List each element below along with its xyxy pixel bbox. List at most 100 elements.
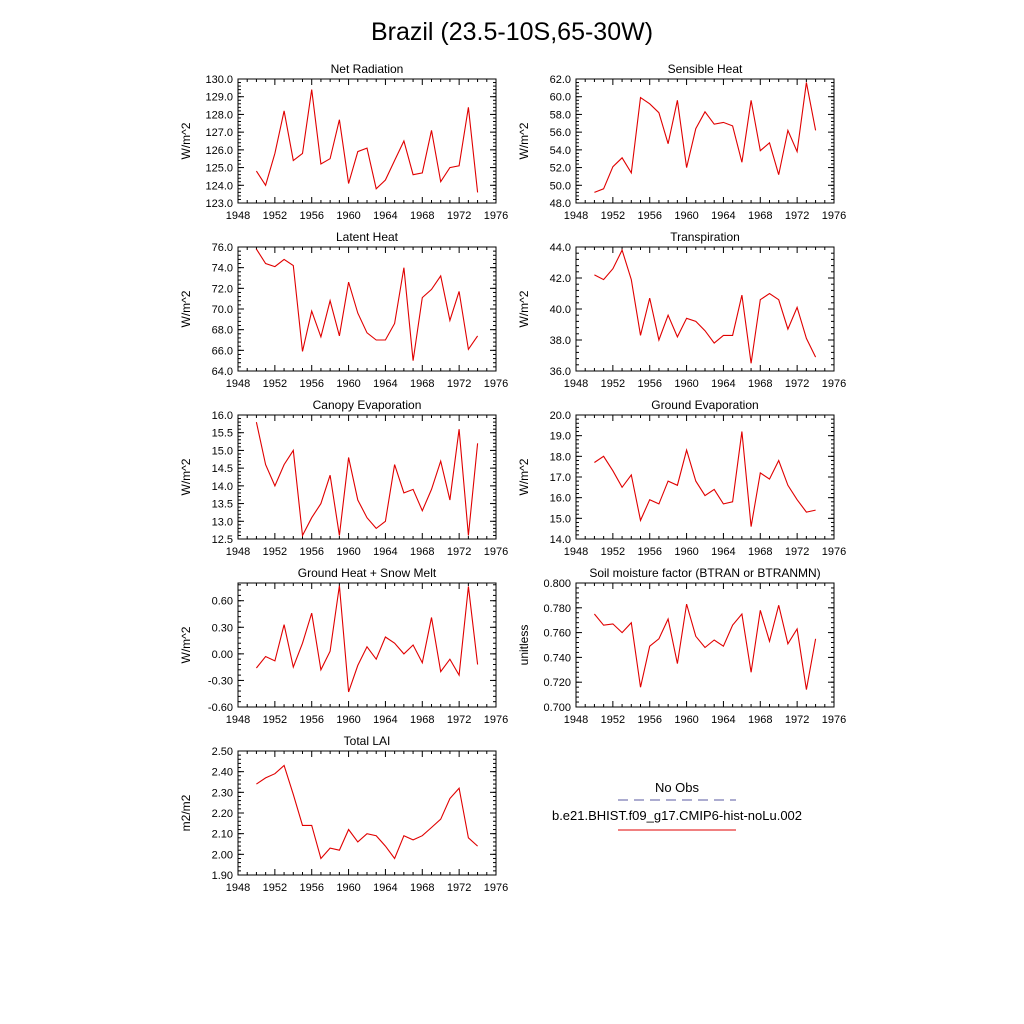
chart-sensible-heat-ytick-label: 50.0 bbox=[550, 180, 571, 192]
chart-net-radiation-ylabel: W/m^2 bbox=[179, 122, 193, 159]
chart-latent-heat-xtick-label: 1952 bbox=[263, 378, 287, 390]
chart-net-radiation-title: Net Radiation bbox=[331, 62, 404, 76]
chart-total-lai-title: Total LAI bbox=[344, 734, 391, 748]
chart-ground-heat-snow-melt-xtick-label: 1964 bbox=[373, 714, 397, 726]
chart-transpiration-series-line bbox=[594, 248, 817, 364]
chart-sensible-heat-xtick-label: 1976 bbox=[822, 210, 846, 222]
chart-latent-heat-xtick-label: 1956 bbox=[299, 378, 323, 390]
chart-transpiration-xtick-label: 1972 bbox=[785, 378, 809, 390]
chart-canopy-evaporation-ytick-label: 14.0 bbox=[212, 481, 233, 493]
chart-ground-evaporation: Ground Evaporation W/m^2 1948 1952 1956 1960 1… bbox=[517, 398, 846, 558]
chart-latent-heat-xtick-label: 1968 bbox=[410, 378, 434, 390]
chart-latent-heat-ytick-label: 70.0 bbox=[212, 304, 233, 316]
chart-transpiration-ytick-label: 42.0 bbox=[550, 273, 571, 285]
chart-soil-moisture-factor-btran-or-btranmn-ytick-label: 0.720 bbox=[543, 677, 571, 689]
chart-total-lai-ytick-label: 1.90 bbox=[212, 870, 233, 882]
chart-latent-heat-xtick-label: 1960 bbox=[336, 378, 360, 390]
chart-transpiration-ytick-label: 44.0 bbox=[550, 242, 571, 254]
chart-canopy-evaporation-ytick-label: 13.5 bbox=[212, 499, 233, 511]
chart-soil-moisture-factor-btran-or-btranmn-ylabel: unitless bbox=[517, 625, 531, 666]
chart-canopy-evaporation-title: Canopy Evaporation bbox=[313, 398, 422, 412]
chart-latent-heat-ytick-label: 72.0 bbox=[212, 283, 233, 295]
chart-ground-evaporation-xtick-label: 1952 bbox=[601, 546, 625, 558]
chart-total-lai-xtick-label: 1968 bbox=[410, 882, 434, 894]
chart-sensible-heat-xtick-label: 1960 bbox=[674, 210, 698, 222]
chart-ground-evaporation-xtick-label: 1948 bbox=[564, 546, 588, 558]
chart-soil-moisture-factor-btran-or-btranmn-xtick-label: 1960 bbox=[674, 714, 698, 726]
chart-canopy-evaporation-xtick-label: 1972 bbox=[447, 546, 471, 558]
chart-ground-heat-snow-melt-xtick-label: 1976 bbox=[484, 714, 508, 726]
chart-latent-heat-ytick-label: 64.0 bbox=[212, 366, 233, 378]
chart-ground-heat-snow-melt-xtick-label: 1948 bbox=[226, 714, 250, 726]
chart-ground-heat-snow-melt-xtick-label: 1956 bbox=[299, 714, 323, 726]
chart-canopy-evaporation-xtick-label: 1960 bbox=[336, 546, 360, 558]
chart-ground-heat-snow-melt-ylabel: W/m^2 bbox=[179, 626, 193, 663]
chart-transpiration: Transpiration W/m^2 1948 1952 1956 1960 1964 19… bbox=[517, 230, 846, 390]
chart-canopy-evaporation-xtick-label: 1948 bbox=[226, 546, 250, 558]
chart-soil-moisture-factor-btran-or-btranmn-ytick-label: 0.800 bbox=[543, 578, 571, 590]
chart-net-radiation-ytick-label: 127.0 bbox=[205, 127, 233, 139]
chart-sensible-heat-ytick-label: 48.0 bbox=[550, 198, 571, 210]
chart-transpiration-xtick-label: 1956 bbox=[637, 378, 661, 390]
chart-net-radiation-xtick-label: 1968 bbox=[410, 210, 434, 222]
chart-ground-evaporation-ytick-label: 19.0 bbox=[550, 431, 571, 443]
chart-transpiration-xtick-label: 1948 bbox=[564, 378, 588, 390]
chart-net-radiation: Net Radiation W/m^2 1948 1952 1956 1960 1964 19… bbox=[179, 62, 508, 222]
chart-ground-evaporation-ytick-label: 15.0 bbox=[550, 513, 571, 525]
chart-net-radiation-ytick-label: 126.0 bbox=[205, 145, 233, 157]
chart-sensible-heat-ytick-label: 56.0 bbox=[550, 127, 571, 139]
chart-canopy-evaporation-xtick-label: 1964 bbox=[373, 546, 397, 558]
chart-transpiration-xtick-label: 1952 bbox=[601, 378, 625, 390]
chart-transpiration-xtick-label: 1964 bbox=[711, 378, 735, 390]
chart-ground-evaporation-xtick-label: 1956 bbox=[637, 546, 661, 558]
chart-latent-heat-ytick-label: 68.0 bbox=[212, 325, 233, 337]
chart-soil-moisture-factor-btran-or-btranmn-title: Soil moisture factor (BTRAN or BTRANMN) bbox=[589, 566, 820, 580]
chart-sensible-heat-xtick-label: 1948 bbox=[564, 210, 588, 222]
chart-sensible-heat: Sensible Heat W/m^2 1948 1952 1956 1960 1964 19… bbox=[517, 62, 846, 222]
chart-total-lai-ytick-label: 2.30 bbox=[212, 787, 233, 799]
legend-obs-label: No Obs bbox=[655, 780, 700, 795]
chart-sensible-heat-ytick-label: 58.0 bbox=[550, 109, 571, 121]
chart-net-radiation-series-line bbox=[255, 89, 479, 193]
chart-canopy-evaporation-frame bbox=[237, 414, 497, 540]
chart-ground-heat-snow-melt-ytick-label: -0.60 bbox=[208, 702, 233, 714]
chart-canopy-evaporation-ytick-label: 12.5 bbox=[212, 534, 233, 546]
chart-net-radiation-ytick-label: 123.0 bbox=[205, 198, 233, 210]
chart-canopy-evaporation-xtick-label: 1952 bbox=[263, 546, 287, 558]
chart-net-radiation-xtick-label: 1976 bbox=[484, 210, 508, 222]
chart-canopy-evaporation-xtick-label: 1976 bbox=[484, 546, 508, 558]
chart-total-lai-xtick-label: 1976 bbox=[484, 882, 508, 894]
chart-ground-heat-snow-melt-xtick-label: 1972 bbox=[447, 714, 471, 726]
chart-soil-moisture-factor-btran-or-btranmn-ytick-label: 0.700 bbox=[543, 702, 571, 714]
chart-canopy-evaporation-ylabel: W/m^2 bbox=[179, 458, 193, 495]
main-title: Brazil (23.5-10S,65-30W) bbox=[371, 18, 653, 46]
chart-total-lai-frame bbox=[237, 750, 497, 876]
chart-net-radiation-ytick-label: 130.0 bbox=[205, 74, 233, 86]
chart-net-radiation-xtick-label: 1972 bbox=[447, 210, 471, 222]
chart-latent-heat-xtick-label: 1976 bbox=[484, 378, 508, 390]
chart-ground-heat-snow-melt-ytick-label: 0.30 bbox=[212, 622, 233, 634]
chart-total-lai-ylabel: m2/m2 bbox=[179, 794, 193, 831]
chart-ground-heat-snow-melt-frame bbox=[237, 582, 497, 708]
chart-latent-heat-xtick-label: 1972 bbox=[447, 378, 471, 390]
chart-total-lai-xtick-label: 1960 bbox=[336, 882, 360, 894]
chart-sensible-heat-xtick-label: 1968 bbox=[748, 210, 772, 222]
chart-ground-heat-snow-melt-xtick-label: 1952 bbox=[263, 714, 287, 726]
chart-ground-heat-snow-melt: Ground Heat + Snow Melt W/m^2 1948 1952 1956… bbox=[179, 566, 508, 726]
chart-total-lai-ytick-label: 2.00 bbox=[212, 849, 233, 861]
chart-soil-moisture-factor-btran-or-btranmn: Soil moisture factor (BTRAN or BTRANMN) u… bbox=[517, 566, 846, 726]
chart-transpiration-ytick-label: 38.0 bbox=[550, 335, 571, 347]
legend: No Obs b.e21.BHIST.f09_g17.CMIP6-hist-no… bbox=[552, 780, 802, 831]
chart-soil-moisture-factor-btran-or-btranmn-xtick-label: 1956 bbox=[637, 714, 661, 726]
chart-ground-evaporation-xtick-label: 1972 bbox=[785, 546, 809, 558]
chart-net-radiation-xtick-label: 1964 bbox=[373, 210, 397, 222]
chart-total-lai-ytick-label: 2.10 bbox=[212, 829, 233, 841]
chart-ground-evaporation-xtick-label: 1960 bbox=[674, 546, 698, 558]
chart-total-lai-xtick-label: 1952 bbox=[263, 882, 287, 894]
chart-sensible-heat-xtick-label: 1964 bbox=[711, 210, 735, 222]
panels: Net Radiation W/m^2 1948 1952 1956 1960 1964 19… bbox=[179, 62, 846, 894]
chart-sensible-heat-ylabel: W/m^2 bbox=[517, 122, 531, 159]
chart-sensible-heat-series-line bbox=[594, 82, 817, 193]
chart-net-radiation-ytick-label: 124.0 bbox=[205, 180, 233, 192]
chart-ground-heat-snow-melt-xtick-label: 1968 bbox=[410, 714, 434, 726]
